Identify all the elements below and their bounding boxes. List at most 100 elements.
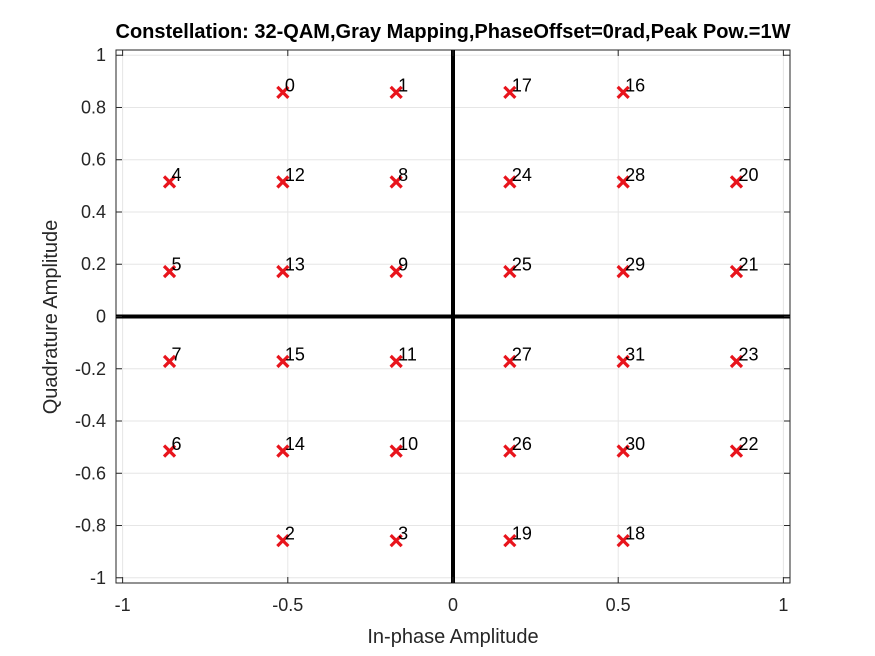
constellation-point: 2 [276,524,295,548]
y-tick-label: 0.6 [81,150,106,170]
point-label: 18 [625,524,645,544]
x-marker [276,534,290,548]
constellation-point: 27 [503,344,532,369]
constellation-point: 24 [503,165,532,189]
point-label: 22 [738,434,758,454]
x-marker [503,444,517,458]
point-label: 2 [285,524,295,544]
point-label: 9 [398,255,408,275]
x-marker [162,354,177,369]
x-marker [389,354,403,369]
constellation-point: 23 [729,344,759,369]
point-label: 1 [398,75,408,95]
constellation-point: 21 [729,255,759,279]
point-label: 6 [172,434,182,454]
x-marker [162,175,177,189]
point-label: 13 [285,255,305,275]
x-marker [729,264,744,279]
x-marker [389,264,403,279]
point-label: 28 [625,165,645,185]
constellation-point: 7 [162,344,182,369]
x-marker [389,175,403,189]
constellation-point: 16 [616,75,645,99]
point-label: 17 [512,75,532,95]
point-label: 16 [625,75,645,95]
x-marker [616,354,630,369]
constellation-point: 28 [616,165,645,189]
x-marker [389,85,403,99]
point-label: 12 [285,165,305,185]
point-label: 14 [285,434,305,454]
constellation-point: 4 [162,165,182,189]
x-marker [729,444,744,458]
constellation-point: 15 [276,344,305,369]
constellation-point: 12 [276,165,305,189]
point-label: 20 [738,165,758,185]
y-tick-label: 0 [96,307,106,327]
y-tick-label: 0.4 [81,202,106,222]
ticks: -1 -0.5 0 0.5 1 -1 -0.8 -0.6 -0.4 -0.2 0 0.2 0.4 0.6 0… [75,45,790,615]
x-tick-label: 0 [448,595,458,615]
constellation-point: 25 [503,255,532,279]
constellation-point: 11 [389,344,417,369]
x-marker [616,85,630,99]
constellation-point: 19 [503,524,532,548]
y-tick-label: -1 [90,568,106,588]
x-marker [276,354,290,369]
point-label: 27 [512,344,532,364]
y-tick-label: -0.4 [75,411,106,431]
x-marker [162,264,177,279]
x-marker [616,444,630,458]
constellation-point: 8 [389,165,408,189]
point-label: 21 [738,255,758,275]
y-axis-title: Quadrature Amplitude [40,220,62,415]
y-tick-label: -0.8 [75,516,106,536]
x-axis-title: In-phase Amplitude [367,626,538,648]
point-label: 8 [398,165,408,185]
point-label: 5 [172,255,182,275]
x-marker [276,175,290,189]
x-marker [729,175,744,189]
point-label: 3 [398,524,408,544]
point-label: 31 [625,344,645,364]
point-label: 11 [398,344,417,364]
constellation-point: 31 [616,344,645,369]
constellation-point: 3 [389,524,408,548]
constellation-point: 5 [162,255,182,279]
y-tick-label: -0.6 [75,463,106,483]
constellation-point: 0 [276,75,295,99]
point-label: 0 [285,75,295,95]
constellation-point: 17 [503,75,532,99]
point-label: 10 [398,434,418,454]
x-marker [389,444,403,458]
x-marker [503,175,517,189]
point-label: 29 [625,255,645,275]
constellation-point: 18 [616,524,645,548]
constellation-point: 30 [616,434,645,458]
point-label: 30 [625,434,645,454]
constellation-point: 22 [729,434,759,458]
x-marker [503,534,517,548]
x-marker [503,85,517,99]
point-label: 25 [512,255,532,275]
constellation-point: 10 [389,434,418,458]
data-points: 0 1 17 164 12 8 24 28 205 13 9 25 29 217 15 11 27 31 236 14… [162,75,759,548]
x-marker [276,85,290,99]
point-label: 19 [512,524,532,544]
chart-title: Constellation: 32-QAM,Gray Mapping,Phase… [116,21,791,43]
x-tick-label: 1 [778,595,788,615]
point-label: 4 [172,165,182,185]
x-tick-label: 0.5 [606,595,631,615]
x-marker [503,264,517,279]
y-tick-label: -0.2 [75,359,106,379]
x-marker [276,444,290,458]
x-tick-label: -1 [115,595,131,615]
y-tick-label: 0.2 [81,254,106,274]
y-tick-label: 1 [96,45,106,65]
x-marker [729,354,744,369]
y-tick-label: 0.8 [81,97,106,117]
x-tick-label: -0.5 [272,595,303,615]
constellation-point: 13 [276,255,305,279]
